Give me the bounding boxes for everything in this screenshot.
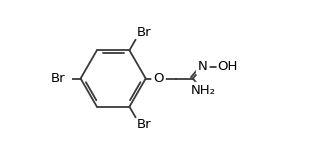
Text: OH: OH (217, 60, 238, 73)
Text: Br: Br (51, 72, 66, 85)
Text: O: O (153, 72, 164, 85)
Text: N: N (198, 60, 207, 73)
Text: NH₂: NH₂ (190, 84, 215, 97)
Text: Br: Br (137, 26, 151, 39)
Text: Br: Br (137, 118, 151, 131)
